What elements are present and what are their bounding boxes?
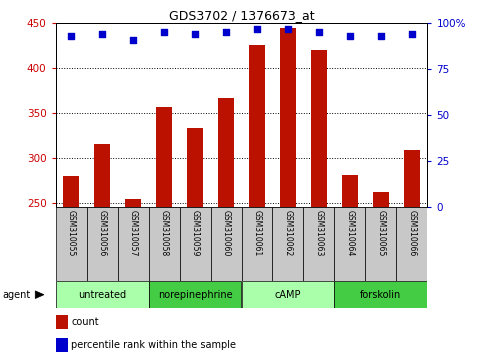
Text: GSM310058: GSM310058 (159, 210, 169, 256)
Text: GSM310063: GSM310063 (314, 210, 324, 256)
Bar (117, 207, 149, 281)
Text: GSM310060: GSM310060 (222, 210, 230, 256)
Bar (56, 315, 68, 329)
Bar (94, 144, 110, 207)
Text: forskolin: forskolin (360, 290, 401, 300)
Bar (218, 98, 234, 207)
Bar (342, 175, 358, 207)
Bar (334, 281, 427, 308)
Text: GDS3702 / 1376673_at: GDS3702 / 1376673_at (169, 9, 314, 22)
Bar (404, 150, 420, 207)
Text: GSM310065: GSM310065 (376, 210, 385, 256)
Point (377, 33, 385, 39)
Text: GSM310055: GSM310055 (67, 210, 75, 256)
Point (408, 31, 416, 37)
Point (160, 29, 168, 35)
Polygon shape (35, 291, 44, 298)
Bar (280, 28, 296, 207)
Text: agent: agent (2, 290, 30, 300)
Point (129, 37, 137, 42)
Text: GSM310061: GSM310061 (253, 210, 261, 256)
Bar (156, 107, 172, 207)
Bar (125, 199, 141, 207)
Bar (303, 207, 334, 281)
Bar (149, 207, 180, 281)
Bar (311, 50, 327, 207)
Bar (242, 281, 334, 308)
Bar (272, 207, 303, 281)
Bar (211, 207, 242, 281)
Bar (334, 207, 366, 281)
Bar (373, 192, 389, 207)
Point (98, 31, 106, 37)
Text: GSM310062: GSM310062 (284, 210, 293, 256)
Point (284, 26, 292, 32)
Bar (56, 338, 68, 352)
Text: count: count (71, 317, 99, 327)
Text: GSM310056: GSM310056 (98, 210, 107, 256)
Bar (249, 45, 265, 207)
Bar (149, 281, 242, 308)
Bar (63, 176, 79, 207)
Point (191, 31, 199, 37)
Bar (86, 207, 117, 281)
Bar (242, 207, 272, 281)
Point (222, 29, 230, 35)
Text: norepinephrine: norepinephrine (157, 290, 232, 300)
Bar (187, 128, 203, 207)
Point (315, 29, 323, 35)
Bar (56, 207, 86, 281)
Text: untreated: untreated (78, 290, 126, 300)
Text: percentile rank within the sample: percentile rank within the sample (71, 340, 237, 350)
Text: GSM310064: GSM310064 (345, 210, 355, 256)
Bar (180, 207, 211, 281)
Text: GSM310066: GSM310066 (408, 210, 416, 256)
Point (67, 33, 75, 39)
Point (253, 26, 261, 32)
Text: cAMP: cAMP (275, 290, 301, 300)
Text: GSM310057: GSM310057 (128, 210, 138, 256)
Bar (397, 207, 427, 281)
Point (346, 33, 354, 39)
Text: GSM310059: GSM310059 (190, 210, 199, 256)
Bar (366, 207, 397, 281)
Bar (56, 281, 149, 308)
